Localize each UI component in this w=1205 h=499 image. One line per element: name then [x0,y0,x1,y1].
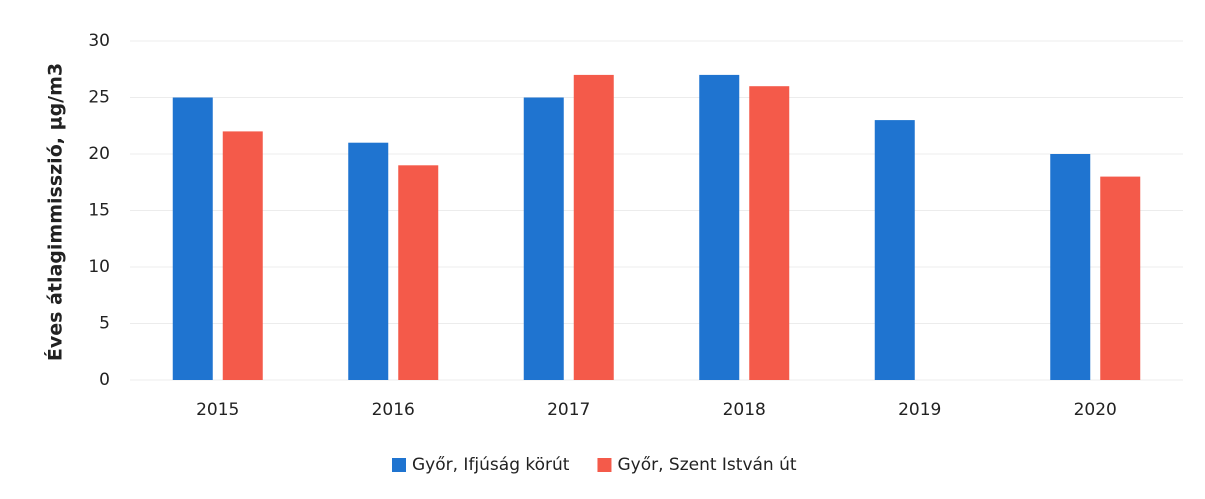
bar [172,97,213,380]
legend-label: Győr, Ifjúság körút [412,455,570,475]
x-tick-label: 2019 [898,400,941,420]
y-tick-label: 10 [88,257,110,277]
bar [749,86,790,380]
x-tick-label: 2016 [372,400,415,420]
bar [1100,176,1141,380]
x-tick-label: 2015 [196,400,239,420]
legend-swatch [597,458,612,472]
x-tick-label: 2020 [1074,400,1117,420]
bar [222,131,263,380]
y-tick-label: 30 [88,31,110,51]
y-tick-label: 5 [99,314,110,334]
x-tick-label: 2017 [547,400,590,420]
x-tick-label: 2018 [723,400,766,420]
legend-swatch [392,458,406,472]
y-axis-title: Éves átlagimmisszió, µg/m3 [44,63,67,361]
y-tick-label: 25 [88,88,110,108]
bar [1050,154,1091,380]
legend-label: Győr, Szent István út [617,455,796,475]
bar [348,142,389,380]
bar [573,74,614,381]
bar [874,120,915,380]
bar [699,74,740,381]
y-tick-label: 0 [99,370,110,390]
bar [523,97,564,380]
bar [398,165,439,380]
y-tick-label: 20 [88,144,110,164]
y-tick-label: 15 [88,201,110,221]
